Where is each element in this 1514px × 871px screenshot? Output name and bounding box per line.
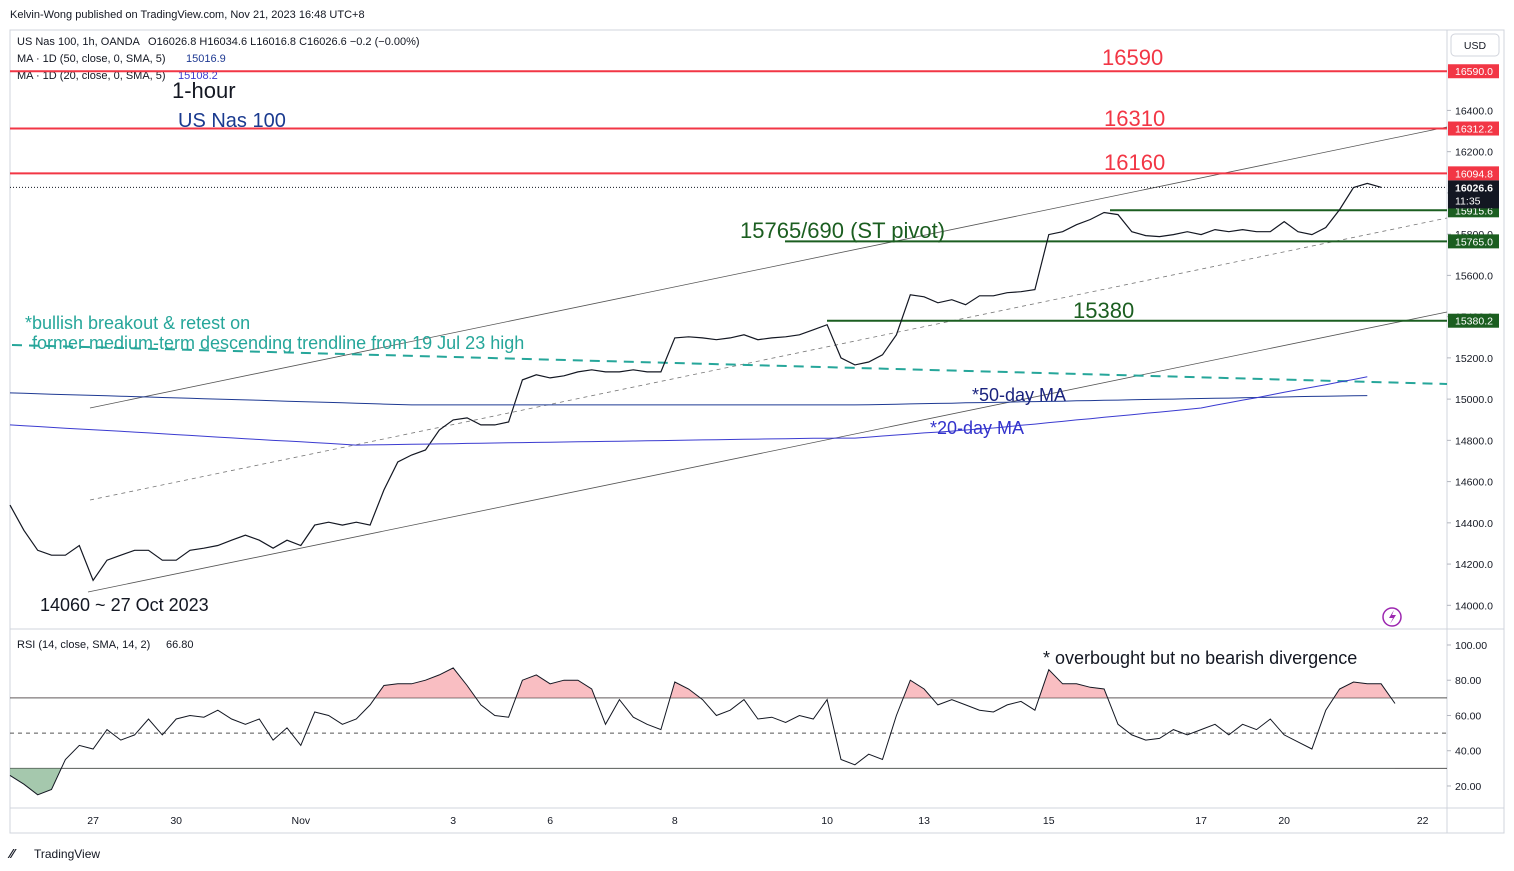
oversold-fill: [10, 768, 1395, 795]
x-tick-label: 27: [87, 815, 99, 827]
annotation: US Nas 100: [178, 110, 286, 132]
alert-icon[interactable]: [1382, 607, 1402, 627]
countdown-label: 11:35: [1455, 195, 1481, 207]
symbol: US Nas 100, 1h, OANDA: [17, 36, 141, 48]
ma-line: [9, 376, 1368, 446]
channel-lower: [87, 311, 1448, 593]
rsi-legend: RSI (14, close, SMA, 14, 2): [17, 639, 150, 651]
ma-legend-value: 15016.9: [186, 53, 226, 65]
annotation: 15380: [1073, 298, 1134, 323]
x-tick-label: 30: [170, 815, 182, 827]
x-tick-label: 15: [1043, 815, 1055, 827]
x-tick-label: 17: [1195, 815, 1207, 827]
y-tick-label: 14400.0: [1455, 518, 1493, 530]
x-tick-label: 8: [672, 815, 678, 827]
y-tick-label: 60.00: [1455, 710, 1481, 722]
channel-mid: [89, 217, 1448, 501]
y-tick-label: 15600.0: [1455, 270, 1493, 282]
y-tick-label: 14600.0: [1455, 477, 1493, 489]
level-badge: [1448, 313, 1499, 328]
ma-legend: MA · 1D (20, close, 0, SMA, 5): [17, 70, 166, 82]
annotation: 16310: [1104, 106, 1165, 131]
x-tick-label: 10: [821, 815, 833, 827]
currency: USD: [1464, 40, 1487, 52]
y-tick-label: 14800.0: [1455, 435, 1493, 447]
y-tick-label: 15200.0: [1455, 353, 1493, 365]
y-tick-label: 14200.0: [1455, 559, 1493, 571]
annotation: *20-day MA: [930, 418, 1024, 438]
level-badge: [1448, 234, 1499, 249]
y-tick-label: 80.00: [1455, 675, 1481, 687]
x-tick-label: 22: [1417, 815, 1429, 827]
descending-trendline: [11, 344, 1448, 385]
price-line: [9, 182, 1382, 582]
y-tick-label: 20.00: [1455, 781, 1481, 793]
rsi-line: [9, 667, 1396, 796]
annotation: 14060 ~ 27 Oct 2023: [40, 595, 209, 615]
ma-line: [9, 392, 1368, 406]
annotation: *bullish breakout & retest on: [25, 313, 250, 333]
x-tick-label: Nov: [292, 815, 311, 827]
ma-legend-value: 15108.2: [178, 70, 218, 82]
annotation: former medium-term descending trendline …: [32, 333, 524, 353]
y-tick-label: 40.00: [1455, 746, 1481, 758]
ma-legend: MA · 1D (50, close, 0, SMA, 5): [17, 53, 166, 65]
level-badge-label: 16312.2: [1455, 124, 1493, 136]
ohlc: O16026.8 H16034.6 L16016.8 C16026.6 −0.2…: [148, 36, 420, 48]
annotation: *50-day MA: [972, 385, 1066, 405]
level-badge-label: 15765.0: [1455, 236, 1493, 248]
frame: [9, 29, 1505, 834]
annotation: 15765/690 (ST pivot): [740, 218, 945, 243]
annotation: 16160: [1104, 150, 1165, 175]
annotation: 16590: [1102, 45, 1163, 70]
x-tick-label: 13: [918, 815, 930, 827]
y-tick-label: 16200.0: [1455, 147, 1493, 159]
level-badge: [1448, 64, 1499, 79]
annotation: 1-hour: [172, 78, 236, 103]
alert-icon-bolt: [1389, 610, 1396, 624]
annotation: * overbought but no bearish divergence: [1043, 648, 1357, 668]
brand-logo: ⁄⁄: [7, 846, 17, 861]
last-price-label: 16026.6: [1455, 182, 1493, 194]
x-tick-label: 20: [1278, 815, 1290, 827]
rsi-legend-value: 66.80: [166, 639, 194, 651]
x-tick-label: 6: [547, 815, 553, 827]
overbought-fill: [375, 667, 1392, 698]
y-tick-label: 16400.0: [1455, 105, 1493, 117]
level-badge-label: 16590.0: [1455, 66, 1493, 78]
level-badge: [1448, 121, 1499, 136]
level-badge-label: 16094.8: [1455, 168, 1493, 180]
currency-button[interactable]: [1450, 33, 1500, 57]
brand: TradingView: [34, 847, 100, 861]
last-price-badge: [1448, 180, 1499, 209]
y-tick-label: 14000.0: [1455, 600, 1493, 612]
x-tick-label: 3: [450, 815, 456, 827]
byline: Kelvin-Wong published on TradingView.com…: [10, 9, 365, 21]
level-badge: [1448, 166, 1499, 181]
level-badge-label: 15380.2: [1455, 316, 1493, 328]
y-tick-label: 15000.0: [1455, 394, 1493, 406]
y-tick-label: 100.00: [1455, 640, 1487, 652]
